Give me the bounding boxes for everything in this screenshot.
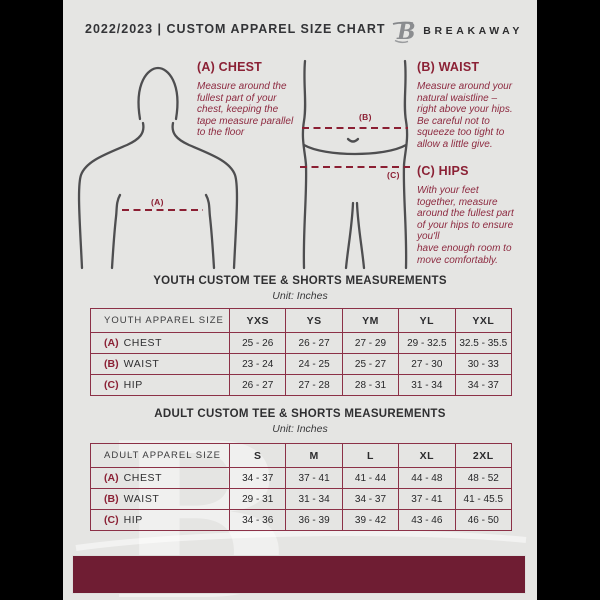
row-key: (A): [104, 472, 119, 484]
size-column-header: YS: [285, 308, 343, 333]
youth-hip-row: (C) HIP 26 - 27 27 - 28 28 - 31 31 - 34 3…: [90, 374, 513, 396]
chest-line-label: (A): [151, 197, 164, 207]
size-column-header: YXL: [454, 308, 513, 333]
footer-bar: [72, 555, 526, 594]
row-key: (B): [104, 493, 119, 505]
size-column-header: 2XL: [454, 443, 513, 468]
size-column-header: YL: [398, 308, 456, 333]
chest-instructions-body: Measure around the fullest part of your …: [197, 81, 294, 139]
header: 2022/2023 | CUSTOM APPAREL SIZE CHART B …: [63, 17, 537, 47]
brand-name: BREAKAWAY: [423, 25, 523, 37]
adult-size-table: ADULT APPAREL SIZE S M L XL 2XL (A) CHEST…: [90, 443, 513, 531]
hips-instructions-heading: (C) HIPS: [417, 164, 469, 178]
size-cell: 26 - 27: [228, 374, 287, 396]
row-key: (C): [104, 514, 119, 526]
size-cell: 31 - 34: [398, 374, 456, 396]
size-cell: 36 - 39: [285, 509, 343, 531]
youth-waist-row: (B) WAIST 23 - 24 24 - 25 25 - 27 27 - 30…: [90, 353, 513, 375]
size-cell: 30 - 33: [454, 353, 513, 375]
size-cell: 31 - 34: [285, 488, 343, 510]
size-cell: 34 - 36: [228, 509, 287, 531]
size-cell: 41 - 44: [341, 467, 400, 489]
youth-section-unit: Unit: Inches: [272, 290, 328, 302]
size-cell: 34 - 37: [341, 488, 400, 510]
row-key: (C): [104, 379, 119, 391]
row-label: WAIST: [123, 493, 160, 505]
row-label-cell: (B) WAIST: [90, 353, 230, 375]
size-column-header: YM: [341, 308, 400, 333]
row-label-cell: (C) HIP: [90, 374, 230, 396]
size-column-header: XL: [398, 443, 456, 468]
youth-size-table: YOUTH APPAREL SIZE YXS YS YM YL YXL (A) C…: [90, 308, 513, 396]
waist-instructions-heading: (B) WAIST: [417, 60, 480, 74]
adult-chest-row: (A) CHEST 34 - 37 37 - 41 41 - 44 44 - 48…: [90, 467, 513, 489]
row-label: WAIST: [123, 358, 160, 370]
chest-instructions-heading: (A) CHEST: [197, 60, 262, 74]
adult-section-title: ADULT CUSTOM TEE & SHORTS MEASUREMENTS: [154, 408, 446, 420]
youth-header-row: YOUTH APPAREL SIZE YXS YS YM YL YXL: [90, 308, 513, 333]
waist-instructions: (B) WAIST Measure around your natural wa…: [417, 60, 537, 151]
row-label-cell: (A) CHEST: [90, 467, 230, 489]
size-cell: 29 - 32.5: [398, 332, 456, 354]
size-cell: 32.5 - 35.5: [454, 332, 513, 354]
size-cell: 34 - 37: [228, 467, 287, 489]
adult-section-unit: Unit: Inches: [272, 423, 328, 435]
size-cell: 27 - 28: [285, 374, 343, 396]
row-label-cell: (A) CHEST: [90, 332, 230, 354]
waist-instructions-body: Measure around your natural waistline – …: [417, 81, 513, 150]
row-label: HIP: [123, 514, 143, 526]
row-label: HIP: [123, 379, 143, 391]
size-cell: 39 - 42: [341, 509, 400, 531]
row-label-cell: (C) HIP: [90, 509, 230, 531]
size-column-header: M: [285, 443, 343, 468]
size-cell: 24 - 25: [285, 353, 343, 375]
row-key: (A): [104, 337, 119, 349]
torso-figure-icon: [77, 66, 239, 270]
size-cell: 23 - 24: [228, 353, 287, 375]
size-cell: 37 - 41: [398, 488, 456, 510]
breakaway-logo-icon: B: [393, 19, 416, 45]
brand-lockup: B BREAKAWAY: [391, 17, 523, 45]
size-cell: 43 - 46: [398, 509, 456, 531]
row-label: CHEST: [123, 337, 163, 349]
size-cell: 37 - 41: [285, 467, 343, 489]
row-key: (B): [104, 358, 119, 370]
size-cell: 27 - 30: [398, 353, 456, 375]
hips-instructions-body: With your feet together, measure around …: [417, 185, 514, 266]
size-cell: 46 - 50: [454, 509, 513, 531]
chest-instructions: (A) CHEST Measure around the fullest par…: [197, 60, 329, 139]
youth-section-title: YOUTH CUSTOM TEE & SHORTS MEASUREMENTS: [153, 275, 447, 287]
size-cell: 48 - 52: [454, 467, 513, 489]
size-cell: 25 - 27: [341, 353, 400, 375]
adult-waist-row: (B) WAIST 29 - 31 31 - 34 34 - 37 37 - 41…: [90, 488, 513, 510]
adult-header-row: ADULT APPAREL SIZE S M L XL 2XL: [90, 443, 513, 468]
adult-hip-row: (C) HIP 34 - 36 36 - 39 39 - 42 43 - 46 4…: [90, 509, 513, 531]
size-chart-page: B 2022/2023 | CUSTOM APPAREL SIZE CHART …: [63, 0, 537, 600]
size-column-header: L: [341, 443, 400, 468]
hips-line-label: (C): [387, 170, 400, 180]
size-cell: 29 - 31: [228, 488, 287, 510]
size-cell: 27 - 29: [341, 332, 400, 354]
size-cell: 28 - 31: [341, 374, 400, 396]
hips-instructions: (C) HIPS With your feet together, measur…: [417, 164, 537, 266]
row-label: CHEST: [123, 472, 163, 484]
lower-body-figure-icon: [300, 59, 410, 270]
size-column-header: YXS: [228, 308, 287, 333]
row-label-cell: (B) WAIST: [90, 488, 230, 510]
size-table-corner-header: YOUTH APPAREL SIZE: [90, 308, 230, 333]
size-table-corner-header: ADULT APPAREL SIZE: [90, 443, 230, 468]
size-cell: 44 - 48: [398, 467, 456, 489]
page-title: 2022/2023 | CUSTOM APPAREL SIZE CHART: [85, 22, 386, 36]
size-cell: 26 - 27: [285, 332, 343, 354]
size-cell: 41 - 45.5: [454, 488, 513, 510]
size-cell: 25 - 26: [228, 332, 287, 354]
waist-line-label: (B): [359, 112, 372, 122]
size-cell: 34 - 37: [454, 374, 513, 396]
size-column-header: S: [228, 443, 287, 468]
logo-letter: B: [396, 19, 416, 45]
youth-chest-row: (A) CHEST 25 - 26 26 - 27 27 - 29 29 - 32…: [90, 332, 513, 354]
